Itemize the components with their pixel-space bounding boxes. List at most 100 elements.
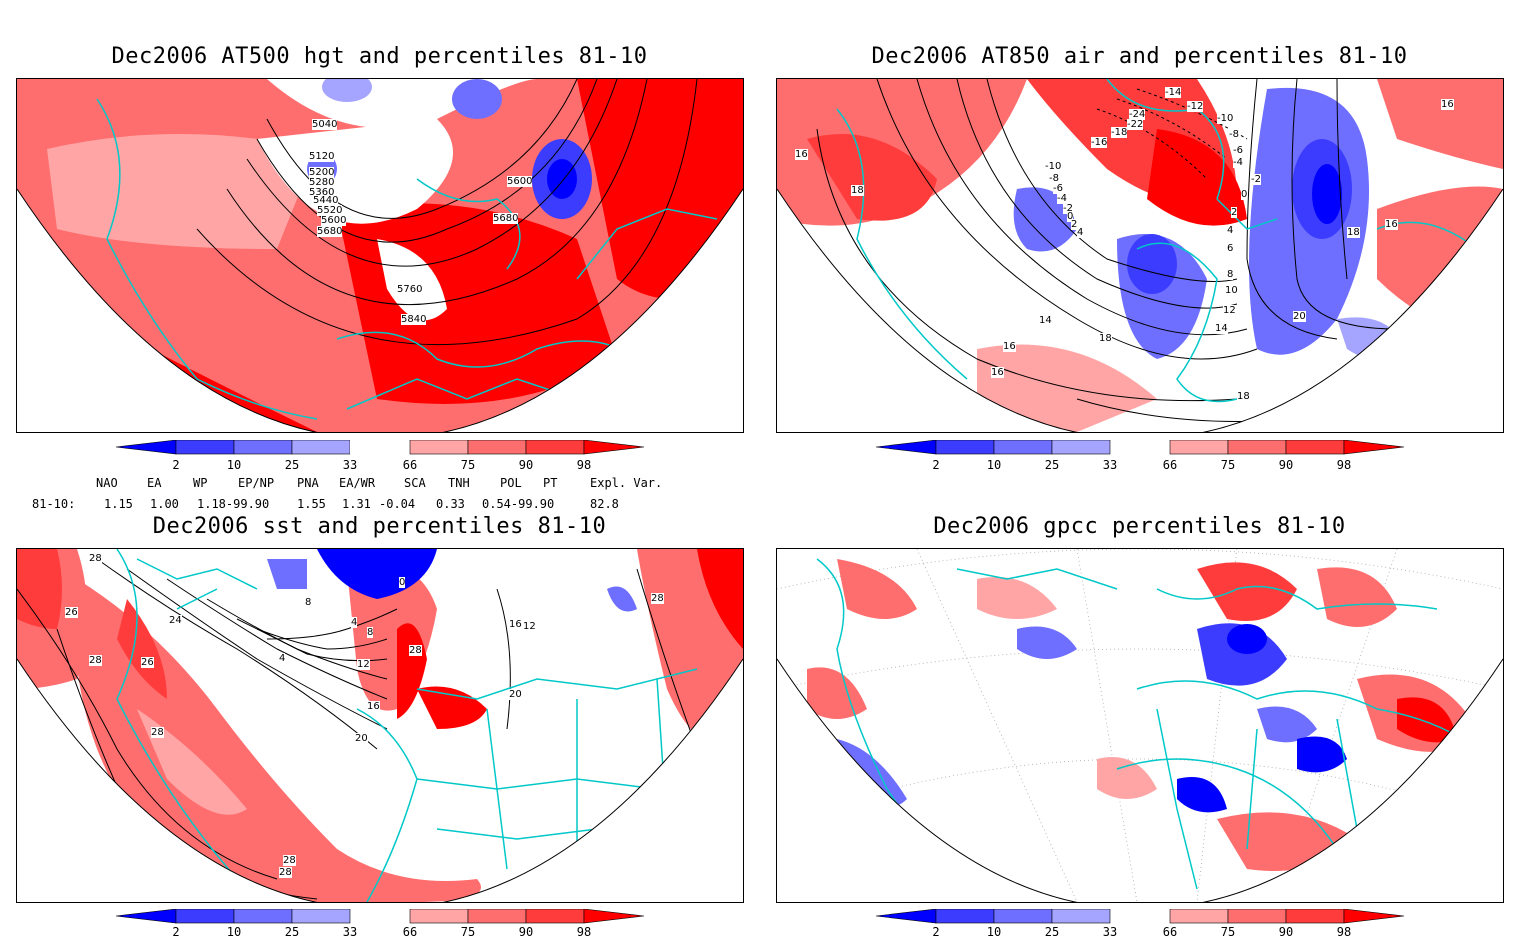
colorbar-label: 2 <box>172 925 180 939</box>
contour-label: 5680 <box>317 226 343 237</box>
colorbar-label: 33 <box>1102 925 1118 939</box>
index-row-label: 81-10: <box>32 497 76 511</box>
index-header: PNA <box>297 476 319 490</box>
map-at850-air: -14 -12 -10 -8 -6 -4 -2 0 2 4 6 8 10 12 … <box>776 78 1504 433</box>
index-value: 1.18-99.90 <box>197 497 270 511</box>
index-value: 1.15 <box>104 497 133 511</box>
contour-label: 5520 <box>317 205 343 216</box>
contour-label: 16 <box>367 701 380 712</box>
index-value: 0.33 <box>436 497 465 511</box>
index-header: PT <box>543 476 558 490</box>
contour-label: 18 <box>851 185 864 196</box>
colorbar-swatch <box>467 439 527 455</box>
contour-label: -18 <box>1111 127 1128 138</box>
contour-label: 16 <box>991 367 1004 378</box>
colorbar-swatch <box>525 439 585 455</box>
contour-label: 8 <box>1227 269 1234 280</box>
colorbar-label: 66 <box>402 458 418 472</box>
contour-label: 12 <box>1223 305 1236 316</box>
colorbar-swatch <box>350 440 410 454</box>
contour-label: -4 <box>1057 193 1067 204</box>
colorbar-swatch <box>115 439 177 455</box>
contour-label: 0 <box>399 577 406 588</box>
contour-label: 8 <box>367 627 374 638</box>
contour-label: 16 <box>1003 341 1016 352</box>
contour-label: -8 <box>1229 129 1239 140</box>
contour-label: 2 <box>1231 207 1238 218</box>
map-at500-hgt: 5040 5120 5200 5280 5360 5440 5520 5600 … <box>16 78 744 433</box>
index-value: -0.04 <box>379 497 416 511</box>
contour-label: 5120 <box>309 151 335 162</box>
contour-label: -8 <box>1049 173 1059 184</box>
panel-title-top-right: Dec2006 AT850 air and percentiles 81-10 <box>871 44 1408 69</box>
contour-label: 5040 <box>312 119 338 130</box>
colorbar-label: 25 <box>1044 925 1060 939</box>
contour-label: 18 <box>1347 227 1360 238</box>
contour-label: 5440 <box>313 195 339 206</box>
contour-label: 24 <box>169 615 182 626</box>
contour-label: -2 <box>1251 174 1261 185</box>
contour-label: 28 <box>651 593 664 604</box>
contour-label: 28 <box>283 855 296 866</box>
contour-label: 28 <box>151 727 164 738</box>
colorbar-label: 90 <box>1278 925 1294 939</box>
contour-label: 0 <box>1241 189 1248 200</box>
colorbar-label: 75 <box>1220 925 1236 939</box>
contour-label: 8 <box>305 597 312 608</box>
colorbar-label: 2 <box>932 925 940 939</box>
index-header: Expl. Var. <box>590 476 663 490</box>
index-value: 1.55 <box>297 497 326 511</box>
contour-label: 16 <box>1385 219 1398 230</box>
contour-label: 28 <box>89 655 102 666</box>
contour-label: 5840 <box>401 314 427 325</box>
colorbar-label: 90 <box>518 458 534 472</box>
contour-label: -6 <box>1053 183 1063 194</box>
colorbar-label: 10 <box>226 458 242 472</box>
colorbar-label: 66 <box>402 925 418 939</box>
contour-label: -10 <box>1045 161 1062 172</box>
contour-label: 28 <box>89 553 102 564</box>
contour-label: 20 <box>355 733 368 744</box>
contour-label: 12 <box>357 659 370 670</box>
contour-label: 26 <box>65 607 78 618</box>
contour-label: 14 <box>1039 315 1052 326</box>
colorbar-label: 25 <box>284 925 300 939</box>
colorbar-label: 75 <box>460 458 476 472</box>
colorbar-swatch <box>233 439 293 455</box>
colorbar-swatch <box>409 439 469 455</box>
contour-label: 5600 <box>321 215 347 226</box>
index-header: SCA <box>404 476 426 490</box>
colorbar-label: 10 <box>986 925 1002 939</box>
index-header: EA <box>147 476 162 490</box>
colorbar-label: 10 <box>226 925 242 939</box>
contour-label: -2 <box>1063 203 1073 214</box>
colorbar-label: 25 <box>284 458 300 472</box>
contour-label: -12 <box>1187 101 1204 112</box>
map-sst: 28 26 24 28 26 28 0 4 8 4 8 12 16 20 20 … <box>16 548 744 903</box>
contour-label: 18 <box>1099 333 1112 344</box>
panel-title-bottom-right: Dec2006 gpcc percentiles 81-10 <box>933 514 1346 539</box>
contour-label: 5280 <box>309 177 335 188</box>
contour-label: 4 <box>1077 227 1084 238</box>
index-header: NAO <box>96 476 118 490</box>
contour-label: -4 <box>1233 157 1243 168</box>
colorbar-label: 33 <box>1102 458 1118 472</box>
colorbar-swatch <box>291 439 351 455</box>
contour-label: -22 <box>1127 119 1144 130</box>
contour-label: 10 <box>1225 285 1238 296</box>
colorbar-label: 98 <box>1336 925 1352 939</box>
contour-label: 2 <box>1071 219 1078 230</box>
contour-label: -10 <box>1217 113 1234 124</box>
contour-label: 16 <box>509 619 522 630</box>
colorbar-label: 33 <box>342 925 358 939</box>
panel-title-bottom-left: Dec2006 sst and percentiles 81-10 <box>152 514 607 539</box>
colorbar-swatch <box>175 439 235 455</box>
colorbar-label: 98 <box>1336 458 1352 472</box>
colorbar-label: 33 <box>342 458 358 472</box>
colorbar-label: 66 <box>1162 458 1178 472</box>
index-value: 1.31 <box>342 497 371 511</box>
contour-label: 26 <box>141 657 154 668</box>
index-value: 0.54-99.90 <box>482 497 555 511</box>
colorbar-label: 75 <box>1220 458 1236 472</box>
contour-label: 16 <box>795 149 808 160</box>
